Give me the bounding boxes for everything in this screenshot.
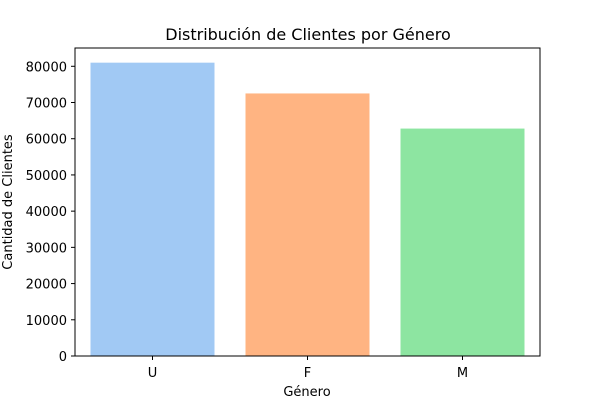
y-tick-label-50000: 50000 [26,169,67,184]
x-axis-title: Género [283,385,330,400]
y-tick-label-40000: 40000 [26,205,67,220]
plot-frame [74,47,541,357]
y-tick-label-20000: 20000 [26,278,67,293]
y-tick-label-70000: 70000 [26,97,67,112]
bar-U [90,62,215,357]
y-axis: 0 10000 20000 30000 40000 50000 60000 70000 8000… [26,60,75,365]
y-tick-label-60000: 60000 [26,133,67,148]
y-tick-label-80000: 80000 [26,60,67,75]
bar-F [245,93,370,357]
chart-title: Distribución de Clientes por Género [165,25,450,44]
x-tick-label-M: M [457,366,468,381]
y-tick-label-10000: 10000 [26,314,67,329]
x-tick-label-U: U [148,366,158,381]
y-axis-title: Cantidad de Clientes [1,134,16,270]
y-tick-label-0: 0 [59,350,67,365]
bars-group [90,62,525,357]
x-tick-label-F: F [304,366,311,381]
bar-M [400,128,525,356]
y-tick-label-30000: 30000 [26,241,67,256]
